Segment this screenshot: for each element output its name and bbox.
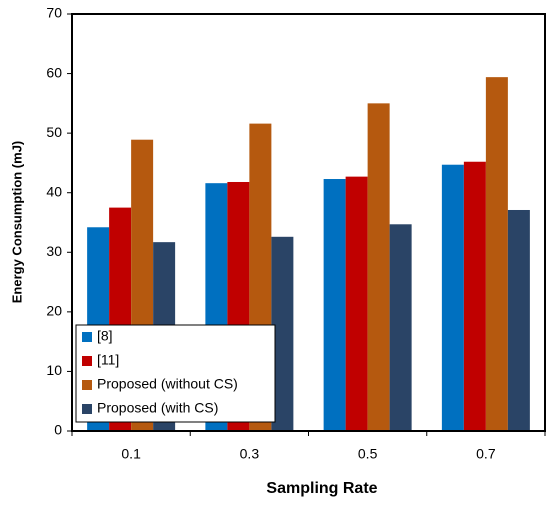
- bar: [323, 179, 346, 431]
- x-tick-label: 0.7: [476, 446, 496, 462]
- x-tick-label: 0.5: [358, 446, 378, 462]
- legend-label: Proposed (with CS): [97, 400, 218, 416]
- legend-swatch: [82, 404, 92, 414]
- bar: [389, 224, 412, 431]
- y-tick-label: 0: [54, 422, 62, 438]
- y-tick-label: 70: [46, 5, 62, 21]
- y-tick-label: 10: [46, 362, 62, 378]
- y-tick-label: 60: [46, 64, 62, 80]
- x-tick-label: 0.1: [121, 446, 141, 462]
- plot-frame: [71, 13, 546, 432]
- legend-swatch: [82, 380, 92, 390]
- y-axis-label: Energy Consumption (mJ): [9, 141, 24, 304]
- legend-swatch: [82, 356, 92, 366]
- bar: [367, 103, 390, 431]
- legend-label: [8]: [97, 328, 113, 344]
- bar: [441, 164, 464, 432]
- legend-box: [75, 324, 276, 423]
- legend-swatch: [82, 332, 92, 342]
- y-tick-label: 30: [46, 243, 62, 259]
- x-axis-label: Sampling Rate: [266, 480, 377, 497]
- bar: [507, 209, 530, 431]
- bar: [485, 77, 508, 431]
- bar: [463, 161, 486, 432]
- bar: [345, 176, 368, 431]
- legend-label: Proposed (without CS): [97, 376, 238, 392]
- legend-label: [11]: [97, 352, 119, 368]
- y-tick-label: 20: [46, 303, 62, 319]
- y-tick-label: 50: [46, 124, 62, 140]
- x-tick-label: 0.3: [240, 446, 260, 462]
- y-tick-label: 40: [46, 183, 62, 199]
- bar: [271, 236, 294, 431]
